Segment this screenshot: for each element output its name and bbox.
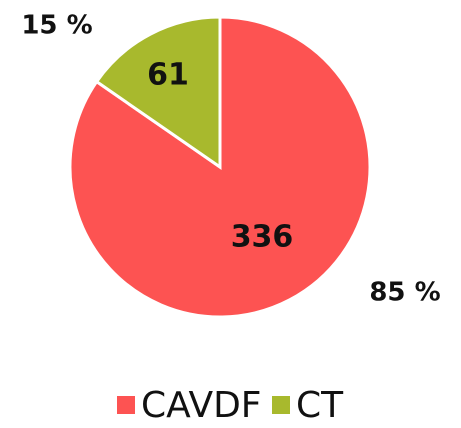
legend-label: CT [296, 385, 344, 426]
legend-swatch [117, 396, 135, 414]
percent-label: 15 % [21, 11, 92, 41]
legend-label: CAVDF [141, 385, 262, 426]
pie-slice [94, 15, 222, 170]
data-label: 336 [231, 220, 294, 255]
pie-slice [68, 15, 372, 319]
data-label: 61 [147, 58, 189, 93]
percent-label: 85 % [369, 278, 440, 308]
legend-swatch [272, 396, 290, 414]
